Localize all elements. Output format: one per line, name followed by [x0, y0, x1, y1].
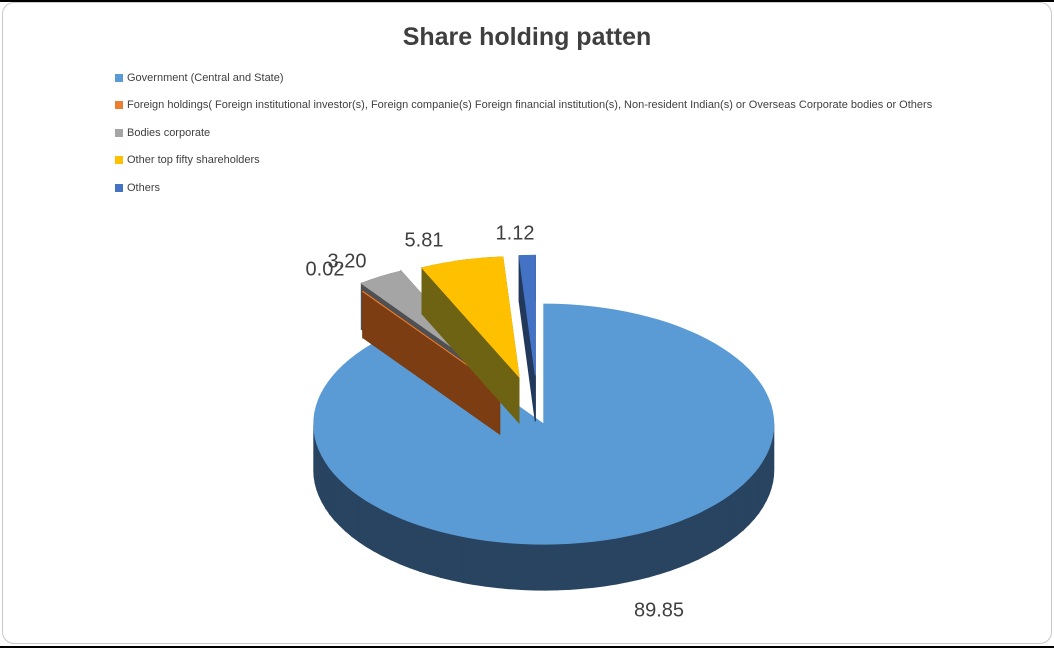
pie-slice-other-top-fifty-shareholders: [421, 256, 520, 425]
legend-label-others: Others: [127, 182, 161, 194]
bottom-edge-line: [0, 646, 1054, 648]
legend-swatch-bodies-corporate-icon: [115, 129, 123, 137]
legend-item-bodies-corporate: Bodies corporate: [115, 127, 210, 140]
pie-slice-others: [518, 254, 536, 422]
legend-swatch-government-icon: [115, 74, 123, 82]
pie-3d-chart: [313, 254, 775, 591]
legend-item-foreign-holdings: Foreign holdings( Foreign institutional …: [115, 99, 932, 112]
legend-item-other-top-fifty: Other top fifty shareholders: [115, 154, 260, 167]
legend-item-others: Others: [115, 182, 160, 195]
chart-title: Share holding patten: [402, 23, 652, 51]
legend-label-government: Government (Central and State): [127, 72, 284, 84]
legend-swatch-foreign-holdings-icon: [115, 101, 123, 109]
legend-swatch-other-top-fifty-icon: [115, 156, 123, 164]
legend-label-other-top-fifty: Other top fifty shareholders: [127, 154, 260, 166]
pie-slice-foreign-holdings-foreign-ins: [362, 290, 501, 435]
data-label-foreign-holdings-foreign-ins: 0.02: [305, 258, 345, 281]
top-edge-line: [0, 0, 1054, 2]
legend-item-government: Government (Central and State): [115, 72, 284, 85]
data-label-other-top-fifty-shareholders: 5.81: [404, 229, 444, 252]
data-label-bodies-corporate: 3.20: [327, 250, 367, 273]
data-label-government-central-and-state: 89.85: [633, 599, 685, 622]
legend-swatch-others-icon: [115, 184, 123, 192]
data-label-others: 1.12: [495, 222, 535, 245]
legend-label-foreign-holdings: Foreign holdings( Foreign institutional …: [127, 99, 933, 111]
legend-label-bodies-corporate: Bodies corporate: [127, 127, 211, 139]
